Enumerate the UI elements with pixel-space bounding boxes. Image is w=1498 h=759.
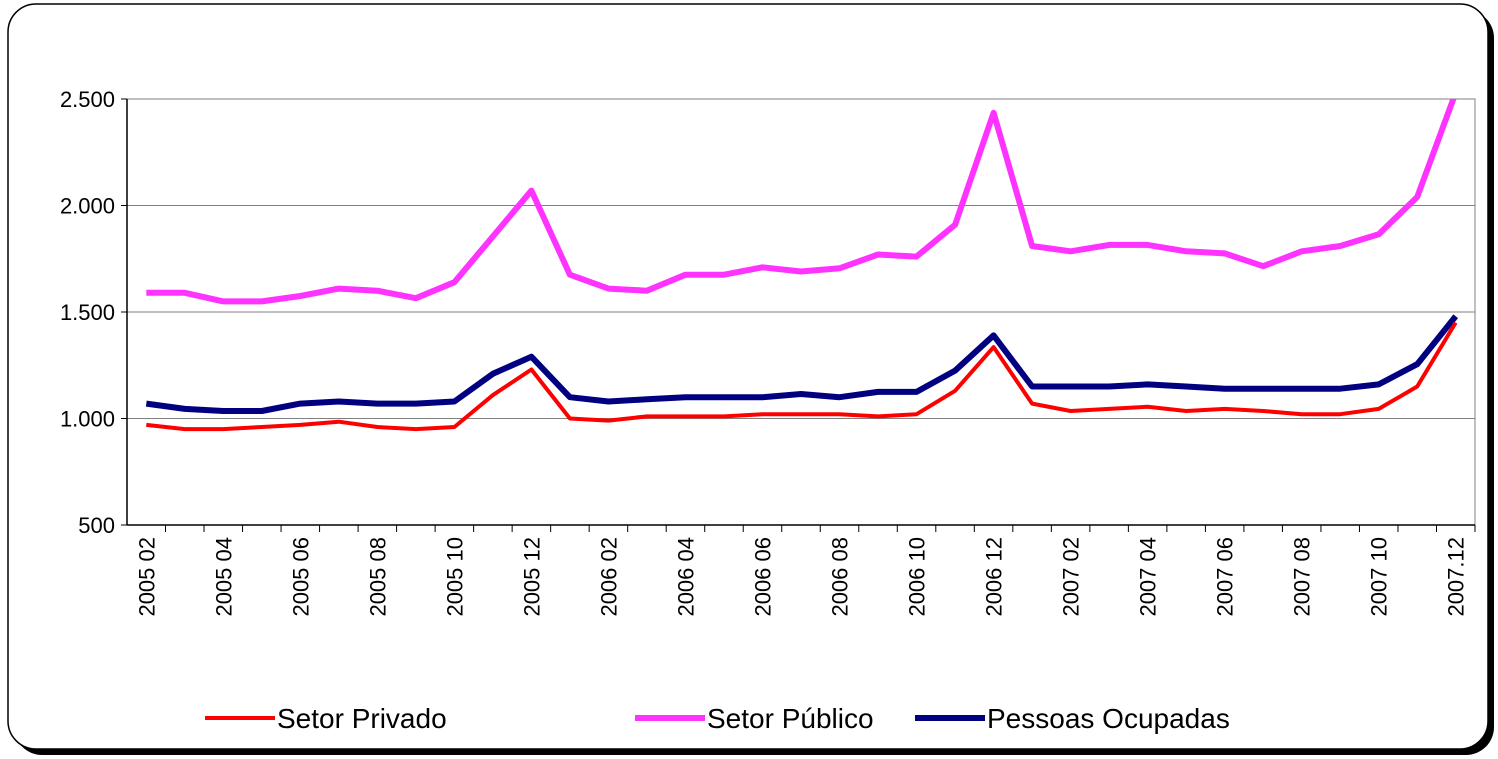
x-tick-label: 2005 08 [365, 537, 390, 617]
x-tick-label: 2007 02 [1059, 537, 1084, 617]
series-group [145, 99, 1459, 432]
x-tick-label: 2007 04 [1136, 537, 1161, 617]
x-tick-label: 2005 06 [288, 537, 313, 617]
x-tick-label: 2006 08 [828, 537, 853, 617]
x-tick-label: 2006 12 [982, 537, 1007, 617]
x-tick-label: 2006 02 [596, 537, 621, 617]
x-tick-label: 2006 04 [673, 537, 698, 617]
x-tick-label: 2005 04 [211, 537, 236, 617]
y-tick-label: 1.500 [60, 300, 115, 325]
x-tick-label: 2007 08 [1290, 537, 1315, 617]
x-tick-label: 2007.12 [1444, 537, 1469, 617]
legend-label: Setor Privado [277, 703, 447, 734]
y-tick-label: 2.500 [60, 87, 115, 112]
x-tick-label: 2007 10 [1367, 537, 1392, 617]
series-line [146, 99, 1457, 305]
y-tick-label: 2.000 [60, 194, 115, 219]
x-tick-label: 2007 06 [1213, 537, 1238, 617]
x-tick-label: 2006 06 [750, 537, 775, 617]
y-tick-label: 1.000 [60, 407, 115, 432]
x-tick-label: 2005 10 [442, 537, 467, 617]
series-line [146, 321, 1458, 432]
x-tick-label: 2005 12 [519, 537, 544, 617]
series-line [145, 314, 1459, 414]
legend-label: Setor Público [707, 703, 874, 734]
legend-label: Pessoas Ocupadas [987, 703, 1230, 734]
x-tick-label: 2006 10 [905, 537, 930, 617]
x-tick-label: 2005 02 [134, 537, 159, 617]
y-tick-label: 500 [78, 513, 115, 538]
